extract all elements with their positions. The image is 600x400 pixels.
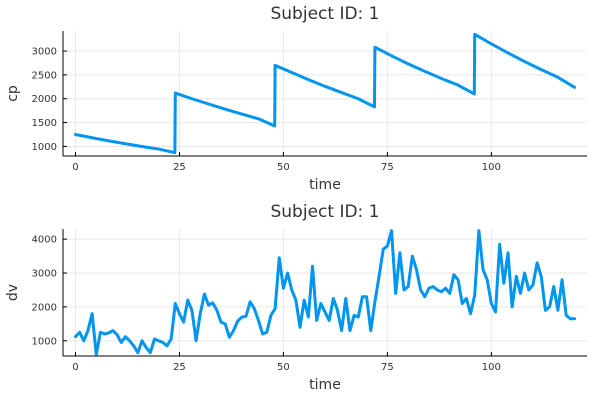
chart-title: Subject ID: 1 bbox=[270, 4, 379, 24]
y-tick-label: 2000 bbox=[32, 302, 57, 313]
y-axis-label: cp bbox=[5, 85, 21, 102]
x-axis-label: time bbox=[309, 177, 341, 193]
x-tick-label: 0 bbox=[72, 362, 78, 373]
y-tick-label: 1000 bbox=[32, 142, 57, 153]
x-tick-label: 75 bbox=[381, 162, 394, 173]
x-axis-label: time bbox=[309, 377, 341, 393]
y-tick-label: 2000 bbox=[32, 94, 57, 105]
chart-title: Subject ID: 1 bbox=[270, 202, 379, 222]
x-tick-label: 0 bbox=[72, 162, 78, 173]
chart-panel-1: 0 25 50 75 100 1000 1500 2000 2500 3000 Subject ID… bbox=[5, 4, 587, 193]
x-tick-label: 50 bbox=[277, 362, 290, 373]
x-tick-label: 25 bbox=[173, 362, 186, 373]
x-tick-label: 100 bbox=[482, 162, 501, 173]
chart-panel-2: 0 25 50 75 100 1000 2000 3000 4000 Subject ID: 1 t… bbox=[5, 202, 587, 393]
y-tick-label: 1000 bbox=[32, 336, 57, 347]
y-tick-label: 2500 bbox=[32, 70, 57, 81]
x-tick-label: 100 bbox=[482, 362, 501, 373]
y-tick-label: 3000 bbox=[32, 47, 57, 58]
x-tick-label: 75 bbox=[381, 362, 394, 373]
series-line-cp bbox=[73, 32, 577, 155]
y-tick-label: 1500 bbox=[32, 118, 57, 129]
x-tick-label: 50 bbox=[277, 162, 290, 173]
y-tick-label: 4000 bbox=[32, 235, 57, 246]
y-tick-label: 3000 bbox=[32, 269, 57, 280]
series-line-dv bbox=[73, 229, 577, 356]
y-axis-label: dv bbox=[5, 284, 21, 301]
x-tick-label: 25 bbox=[173, 162, 186, 173]
